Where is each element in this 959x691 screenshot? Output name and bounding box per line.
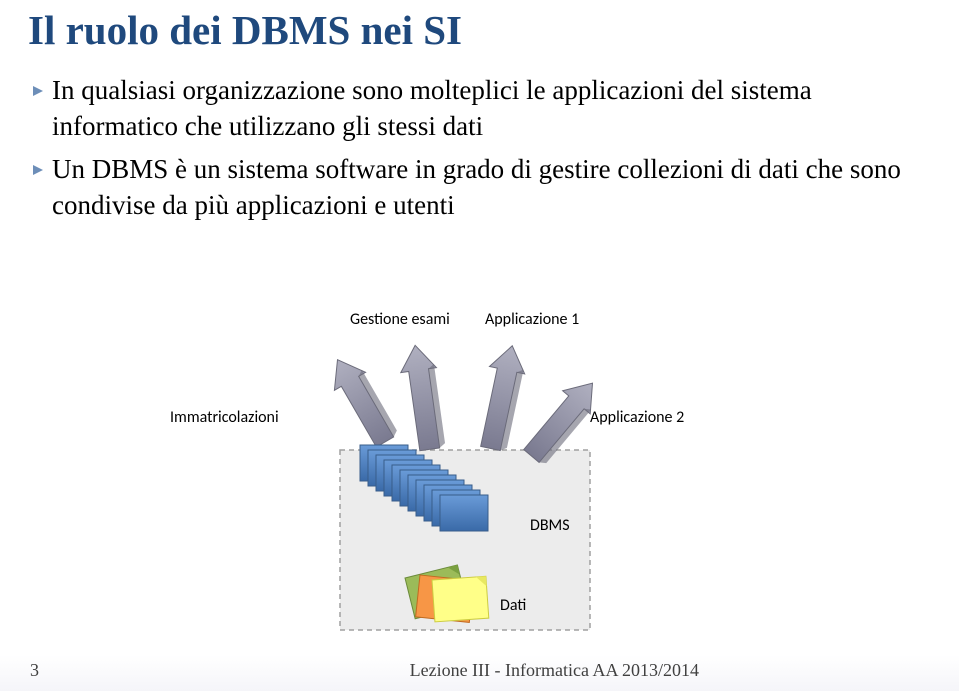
- bullet-item: In qualsiasi organizzazione sono moltepl…: [28, 72, 908, 145]
- label-applicazione1: Applicazione 1: [485, 310, 579, 329]
- bullet-marker-icon: [28, 76, 48, 106]
- diagram-svg: [210, 300, 750, 640]
- bullet-marker-icon: [28, 155, 48, 185]
- slide-title: Il ruolo dei DBMS nei SI: [28, 6, 462, 54]
- arrow-applicazione1: [473, 342, 530, 452]
- bullet-text: In qualsiasi organizzazione sono moltepl…: [52, 72, 908, 145]
- page-number: 3: [30, 660, 39, 681]
- label-immatricolazioni: Immatricolazioni: [170, 408, 279, 427]
- label-dbms: DBMS: [530, 516, 570, 535]
- bullet-list: In qualsiasi organizzazione sono moltepl…: [28, 72, 908, 230]
- label-applicazione2: Applicazione 2: [590, 408, 684, 427]
- bullet-text: Un DBMS è un sistema software in grado d…: [52, 151, 908, 224]
- footer-text: Lezione III - Informatica AA 2013/2014: [410, 660, 699, 681]
- label-gestione-esami: Gestione esami: [350, 310, 450, 329]
- diagram: Immatricolazioni Gestione esami Applicaz…: [210, 300, 750, 640]
- arrow-gestione-esami: [397, 343, 447, 452]
- label-dati: Dati: [500, 596, 526, 615]
- arrow-immatricolazioni: [322, 351, 401, 451]
- bullet-item: Un DBMS è un sistema software in grado d…: [28, 151, 908, 224]
